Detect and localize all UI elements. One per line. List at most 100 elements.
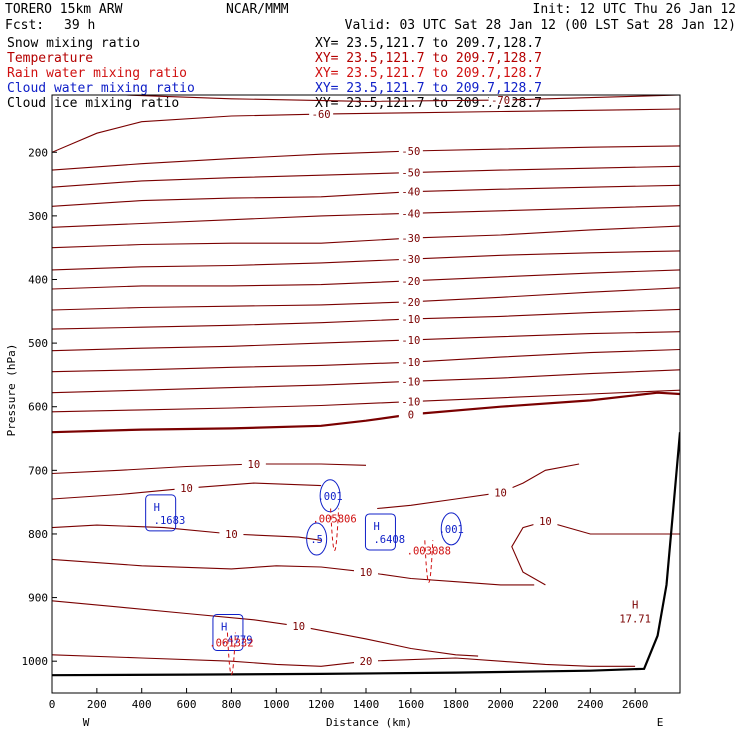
y-tick-label: 300 xyxy=(28,210,48,223)
cloud-water-max-value: .4779 xyxy=(221,634,253,646)
x-tick-label: 1000 xyxy=(263,698,290,711)
isotherm-line xyxy=(52,184,680,207)
field-legend-xy: XY= 23.5,121.7 to 209.7,128.7 xyxy=(315,66,542,81)
isotherm-label: 10 xyxy=(360,567,373,579)
cloud-water-value: .001 xyxy=(317,491,342,503)
isotherm-label-bg xyxy=(398,253,423,265)
isotherm-label: -10 xyxy=(401,314,420,326)
rain-value: .003088 xyxy=(407,545,451,557)
valid-time: Valid: 03 UTC Sat 28 Jan 12 (00 LST Sat … xyxy=(345,18,736,33)
x-tick-label: 2000 xyxy=(487,698,514,711)
fcst-value: 39 h xyxy=(64,18,95,33)
field-legend-name: Cloud ice mixing ratio xyxy=(7,96,179,111)
isotherm-line xyxy=(52,145,680,171)
x-tick-label: 400 xyxy=(132,698,152,711)
y-tick-label: 500 xyxy=(28,337,48,350)
field-legend-xy: XY= 23.5,121.7 to 209.7,128.7 xyxy=(315,36,542,51)
y-tick-label: 900 xyxy=(28,592,48,605)
y-tick-label: 200 xyxy=(28,146,48,159)
rain-contour xyxy=(424,540,434,583)
isotherm-line xyxy=(52,331,680,352)
cloud-water-value: .5 xyxy=(310,534,323,546)
isotherm-label-bg xyxy=(398,207,423,219)
isotherm-label-bg xyxy=(174,482,199,494)
isotherm-label-bg xyxy=(398,333,423,345)
isotherm-line xyxy=(52,654,636,667)
isotherm-label: -10 xyxy=(401,357,420,369)
cloud-water-contour xyxy=(145,494,177,532)
y-axis-label: Pressure (hPa) xyxy=(5,344,18,437)
isotherm-label-bg xyxy=(398,144,423,156)
x-tick-label: 1400 xyxy=(353,698,380,711)
isotherm-label: -40 xyxy=(401,208,420,220)
rain-value: .005806 xyxy=(312,514,356,526)
isotherm-line xyxy=(52,250,680,271)
isotherm-label-bg xyxy=(309,108,334,120)
isotherm-label-bg xyxy=(398,312,423,324)
x-tick-label: 600 xyxy=(177,698,197,711)
field-legend-name: Temperature xyxy=(7,51,93,66)
isotherm-line xyxy=(52,389,680,413)
isotherm-label: -30 xyxy=(401,233,420,245)
isotherm-line xyxy=(52,463,367,475)
isotherm-label: 10 xyxy=(539,516,552,528)
x-axis-left-end-label: W xyxy=(83,716,90,729)
isotherm-line xyxy=(52,308,680,330)
temperature-max-value: 17.71 xyxy=(619,613,651,625)
isotherm-label-bg xyxy=(241,457,266,469)
rain-value: .061332 xyxy=(209,638,253,650)
cloud-water-max-label: H xyxy=(221,621,227,633)
x-tick-label: 1600 xyxy=(398,698,425,711)
field-legend-xy: XY= 23.5,121.7 to 209.7,128.7 xyxy=(315,81,542,96)
isotherm-label-bg xyxy=(354,655,378,667)
isotherm-label: -20 xyxy=(401,276,420,288)
x-tick-label: 2600 xyxy=(622,698,649,711)
cloud-water-max-label: H xyxy=(373,521,379,533)
x-tick-label: 1200 xyxy=(308,698,335,711)
isotherm-label-bg xyxy=(219,527,244,539)
rain-contour xyxy=(226,632,236,675)
x-tick-label: 1800 xyxy=(442,698,469,711)
isotherm-line xyxy=(52,108,680,153)
isotherm-label: -30 xyxy=(401,254,420,266)
cloud-water-contour xyxy=(440,512,462,546)
isotherm-label: 10 xyxy=(494,488,507,500)
isotherm-line xyxy=(52,391,680,434)
isotherm-label: 10 xyxy=(180,483,193,495)
isotherm-line xyxy=(52,225,680,249)
isotherm-label-bg xyxy=(398,408,423,420)
isotherm-label-bg xyxy=(398,356,423,368)
isotherm-line xyxy=(511,520,680,586)
isotherm-label: -40 xyxy=(401,187,420,199)
x-axis-label: Distance (km) xyxy=(326,716,412,729)
isotherm-label: 10 xyxy=(292,621,305,633)
isotherm-label-bg xyxy=(398,185,423,197)
x-axis-right-end-label: E xyxy=(657,716,664,729)
cloud-water-max-value: .6408 xyxy=(373,534,405,546)
plot-contents: -70-60-60-50-50-40-40-30-30-20-20-10-10-… xyxy=(52,95,680,677)
isotherm-label-bg xyxy=(488,486,513,498)
isotherm-line xyxy=(52,205,680,228)
cloud-water-max-label: H xyxy=(154,502,160,514)
isotherm-label: 20 xyxy=(360,656,373,668)
isotherm-label-bg xyxy=(398,274,423,286)
field-legend-name: Cloud water mixing ratio xyxy=(7,81,195,96)
terrain-line xyxy=(52,432,680,677)
field-legend: Snow mixing ratio XY= 23.5,121.7 to 209.7… xyxy=(7,36,542,111)
cloud-water-max-value: .1683 xyxy=(154,515,186,527)
isotherm-line xyxy=(52,287,680,311)
field-legend-name: Rain water mixing ratio xyxy=(7,66,187,81)
isotherm-label: -70 xyxy=(491,95,510,107)
isotherm-label: 10 xyxy=(225,529,238,541)
field-legend-name: Snow mixing ratio xyxy=(7,36,140,51)
isotherm-line xyxy=(52,269,680,290)
model-title: TORERO 15km ARW xyxy=(5,2,123,17)
isotherm-label: -10 xyxy=(401,397,420,409)
isotherm-line xyxy=(52,369,680,394)
isotherm-label: -50 xyxy=(401,146,420,158)
cloud-water-contour xyxy=(364,513,396,551)
isotherm-label-bg xyxy=(488,95,513,106)
isotherm-label: -10 xyxy=(401,376,420,388)
cloud-water-value: .001 xyxy=(439,524,464,536)
isotherm-label-bg xyxy=(398,232,423,244)
